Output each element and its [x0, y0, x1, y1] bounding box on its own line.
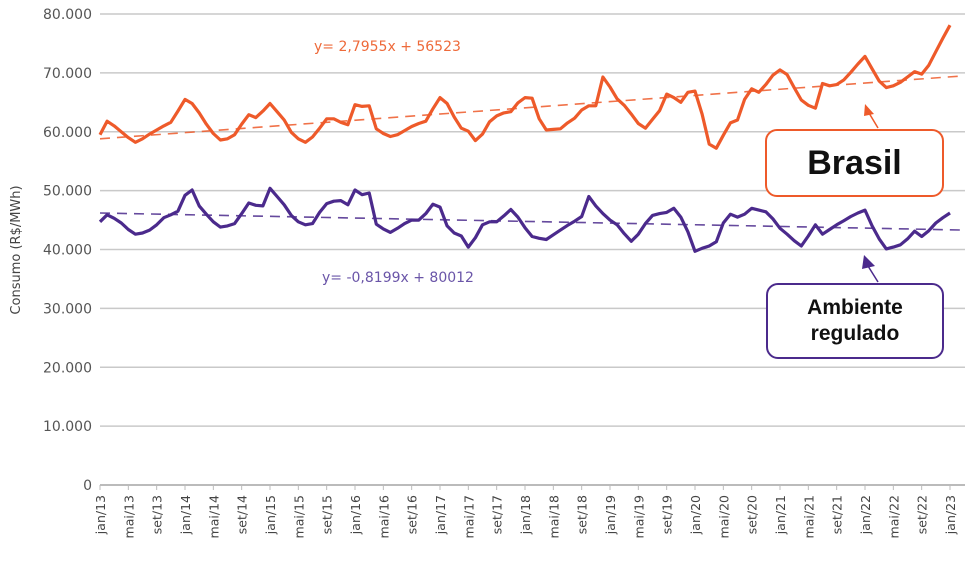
x-tick-label: jan/21 — [773, 495, 788, 535]
x-tick-label: set/13 — [150, 495, 165, 534]
trendline-ambiente — [99, 212, 965, 231]
x-tick-label: set/21 — [830, 495, 845, 534]
x-tick-label: set/22 — [915, 495, 930, 534]
x-tick-label: set/19 — [660, 495, 675, 534]
series-line-brasil — [98, 24, 952, 150]
x-tick-label: set/17 — [490, 495, 505, 534]
x-tick-label: mai/20 — [716, 495, 731, 538]
x-tick-label: mai/22 — [886, 495, 901, 538]
x-tick-label: jan/20 — [688, 495, 703, 535]
x-tick-label: jan/16 — [348, 495, 363, 535]
y-tick-label: 40.000 — [43, 243, 92, 259]
x-tick-label: mai/21 — [801, 495, 816, 538]
x-tick-label: jan/17 — [433, 495, 448, 535]
x-tick-label: jan/14 — [178, 495, 193, 535]
label-ambiente-1: Ambiente — [807, 296, 903, 319]
x-tick-label: mai/15 — [291, 495, 306, 538]
x-tick-label: set/15 — [320, 495, 335, 534]
y-tick-label: 10.000 — [43, 419, 92, 435]
x-tick-label: jan/13 — [93, 495, 108, 535]
y-tick-label: 50.000 — [43, 184, 92, 200]
x-tick-label: mai/13 — [121, 495, 136, 538]
arrow-brasil — [864, 104, 879, 129]
x-tick-label: mai/17 — [461, 495, 476, 538]
x-tick-label: set/18 — [575, 495, 590, 534]
x-tick-label: mai/19 — [631, 495, 646, 538]
x-tick-label: set/16 — [405, 495, 420, 534]
legend-callout-ambiente: Ambiente regulado — [766, 283, 944, 359]
x-tick-label: jan/19 — [603, 495, 618, 535]
x-tick-label: jan/18 — [518, 495, 533, 535]
series-line-ambiente — [98, 186, 951, 253]
legend-callout-brasil: Brasil — [765, 129, 944, 197]
trend-equation-brasil: y= 2,7955x + 56523 — [314, 39, 461, 55]
y-tick-label: 20.000 — [43, 360, 92, 376]
x-tick-label: jan/22 — [858, 495, 873, 535]
x-tick-label: set/14 — [235, 495, 250, 534]
x-tick-label: mai/16 — [376, 495, 391, 538]
y-tick-label: 0 — [83, 478, 92, 494]
x-tick-label: jan/15 — [263, 495, 278, 535]
arrow-ambiente — [862, 255, 879, 283]
x-tick-label: set/20 — [745, 495, 760, 534]
y-tick-label: 70.000 — [43, 66, 92, 82]
label-ambiente-2: regulado — [810, 322, 900, 345]
y-tick-label: 80.000 — [43, 7, 92, 23]
trend-equation-ambiente: y= -0,8199x + 80012 — [322, 270, 474, 286]
label-brasil: Brasil — [807, 143, 902, 182]
y-tick-label: 60.000 — [43, 125, 92, 141]
trendline-brasil — [99, 75, 965, 140]
y-tick-label: 30.000 — [43, 301, 92, 317]
y-axis-label: Consumo (R$/MWh) — [9, 185, 24, 314]
x-tick-label: mai/18 — [546, 495, 561, 538]
x-tick-label: jan/23 — [943, 495, 958, 535]
x-tick-label: mai/14 — [206, 495, 221, 538]
